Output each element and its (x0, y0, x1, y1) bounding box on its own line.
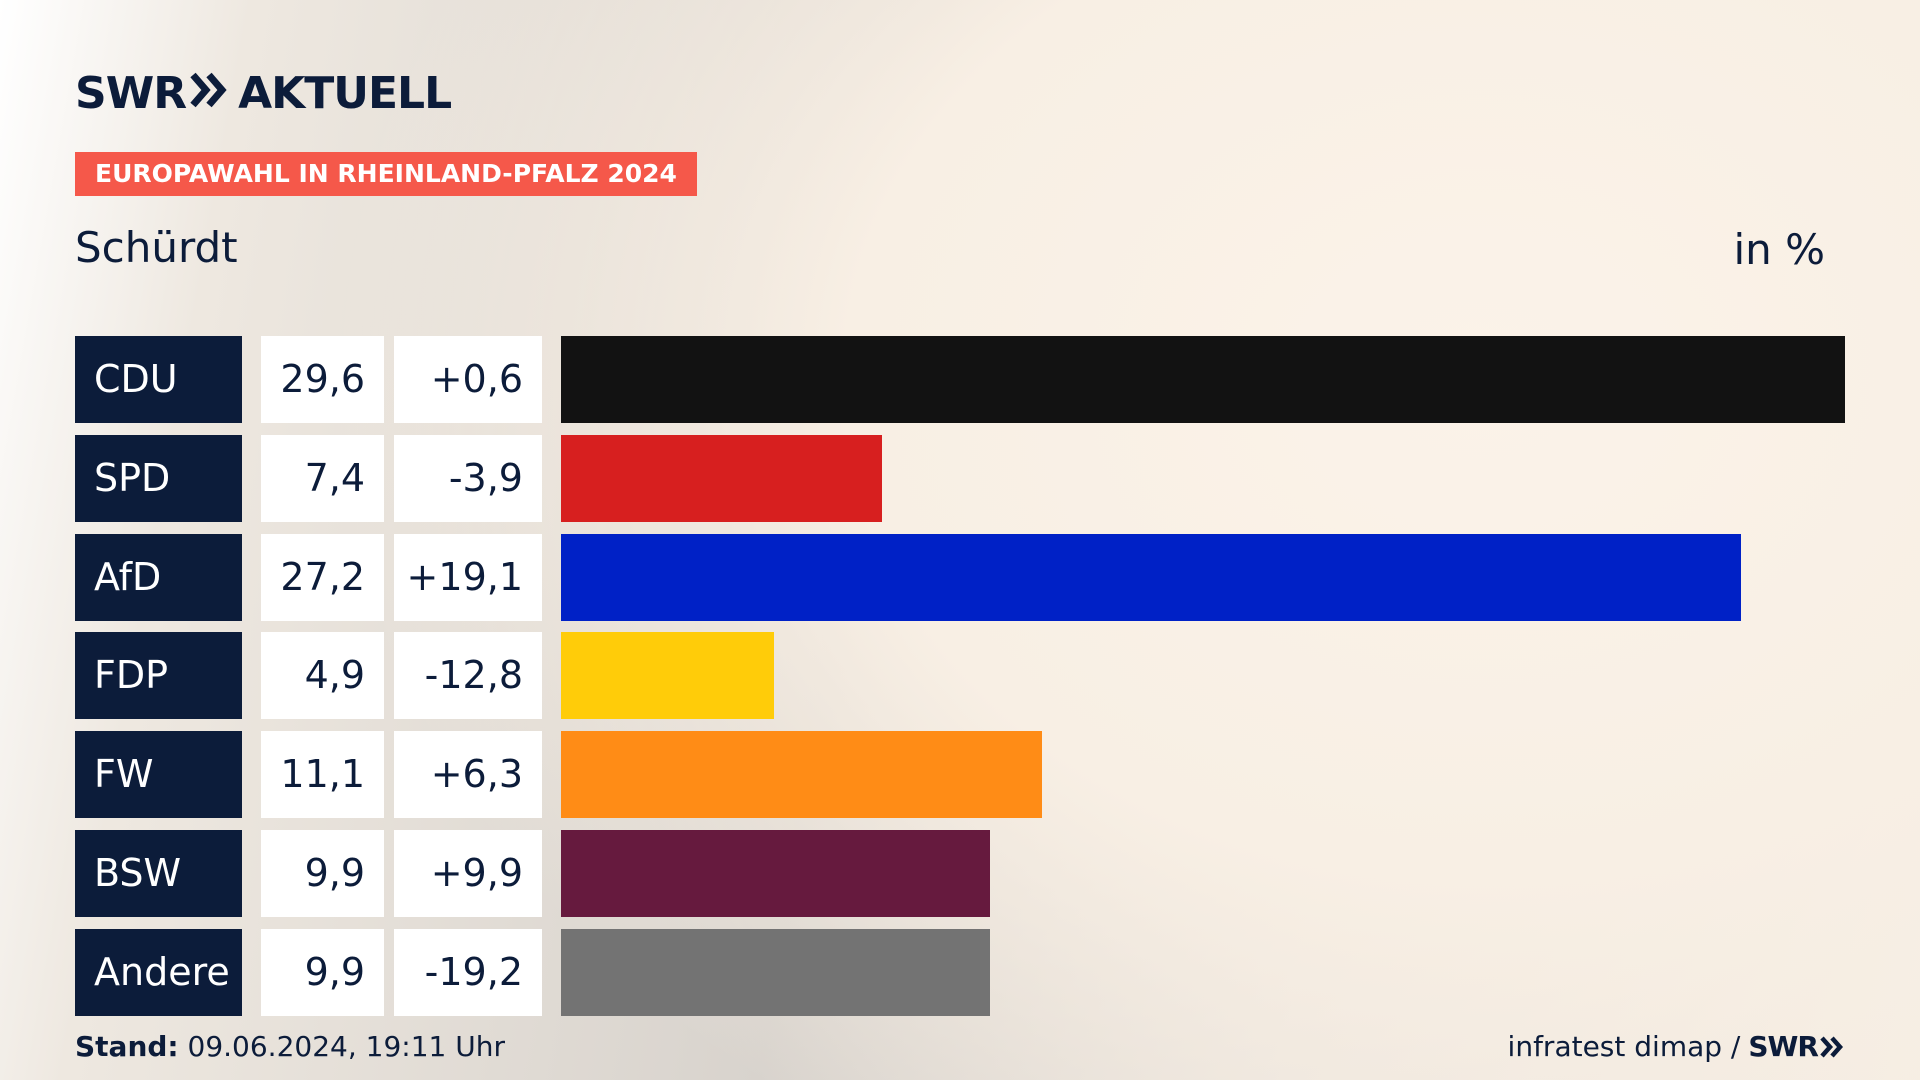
party-label: FW (75, 731, 242, 818)
unit-label: in % (1733, 225, 1825, 274)
value-label: 7,4 (261, 435, 384, 522)
source-text: infratest dimap / (1507, 1030, 1741, 1063)
logo-aktuell-text: AKTUELL (238, 68, 452, 119)
source-credit: infratest dimap / SWR (1508, 1030, 1844, 1064)
value-label: 9,9 (261, 929, 384, 1016)
bar-afd (561, 534, 1741, 621)
change-label: -12,8 (394, 632, 542, 719)
bar-fdp (561, 632, 774, 719)
swr-small-text: SWR (1748, 1030, 1819, 1063)
party-label: AfD (75, 534, 242, 621)
bar-spd (561, 435, 882, 522)
logo-swr-text: SWR (75, 68, 187, 119)
party-label: Andere (75, 929, 242, 1016)
change-label: +9,9 (394, 830, 542, 917)
value-label: 4,9 (261, 632, 384, 719)
double-chevron-icon (190, 70, 228, 118)
change-label: +6,3 (394, 731, 542, 818)
stand-label: Stand: (75, 1030, 179, 1063)
value-label: 27,2 (261, 534, 384, 621)
change-label: -3,9 (394, 435, 542, 522)
bar-andere (561, 929, 990, 1016)
stand-value: 09.06.2024, 19:11 Uhr (178, 1030, 505, 1063)
party-label: FDP (75, 632, 242, 719)
bar-fw (561, 731, 1042, 818)
bar-cdu (561, 336, 1845, 423)
party-label: BSW (75, 830, 242, 917)
party-label: CDU (75, 336, 242, 423)
swr-logo-small: SWR (1748, 1030, 1844, 1064)
bar-bsw (561, 830, 990, 917)
chart-title: Schürdt (75, 223, 238, 272)
change-label: +0,6 (394, 336, 542, 423)
double-chevron-small-icon (1820, 1036, 1844, 1058)
value-label: 9,9 (261, 830, 384, 917)
change-label: -19,2 (394, 929, 542, 1016)
change-label: +19,1 (394, 534, 542, 621)
swr-aktuell-logo: SWR AKTUELL (75, 68, 452, 119)
value-label: 29,6 (261, 336, 384, 423)
election-banner: EUROPAWAHL IN RHEINLAND-PFALZ 2024 (75, 152, 697, 196)
timestamp: Stand: 09.06.2024, 19:11 Uhr (75, 1030, 505, 1064)
value-label: 11,1 (261, 731, 384, 818)
party-label: SPD (75, 435, 242, 522)
